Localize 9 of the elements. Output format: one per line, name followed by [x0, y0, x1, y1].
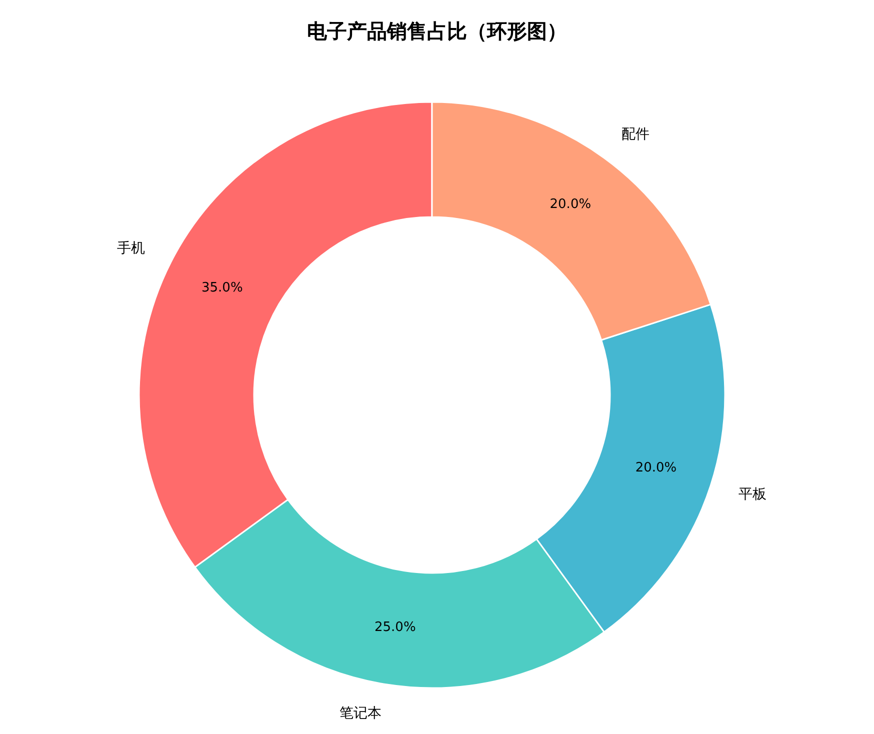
slice-label: 笔记本 [340, 705, 382, 722]
data-label: 20.0% [550, 196, 592, 212]
slice-label: 平板 [738, 486, 767, 503]
data-label: 25.0% [374, 620, 416, 636]
chart-title: 电子产品销售占比（环形图） [307, 19, 567, 43]
slice-label: 手机 [116, 240, 145, 257]
data-label: 20.0% [635, 460, 677, 476]
slice-label: 配件 [621, 126, 650, 142]
data-label: 35.0% [202, 280, 243, 296]
